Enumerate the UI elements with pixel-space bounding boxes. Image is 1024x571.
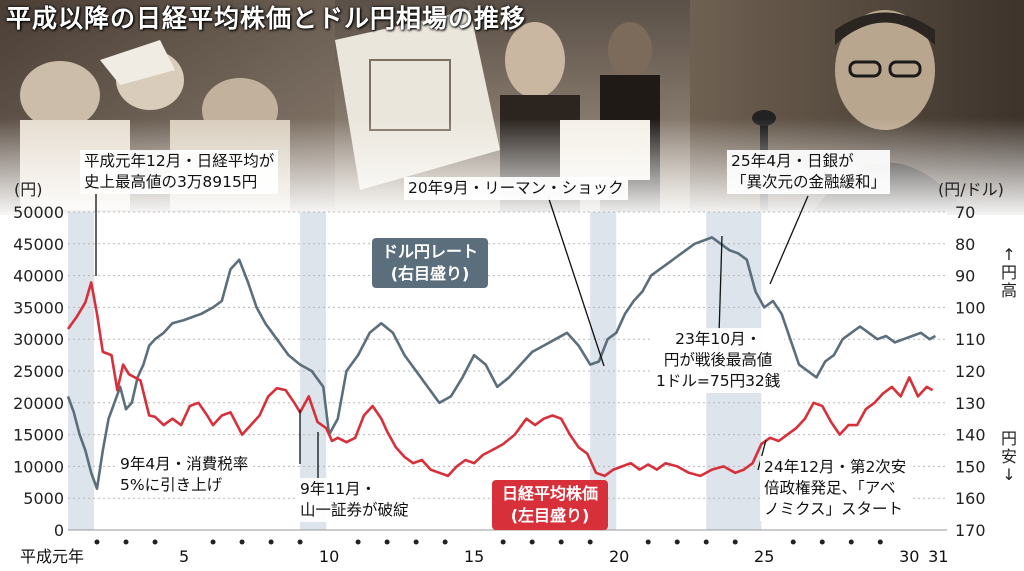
left-tick-label: 35000 (13, 298, 64, 317)
x-minor-tick (587, 539, 593, 545)
x-minor-tick (239, 539, 245, 545)
x-tick-label: 15 (464, 547, 484, 566)
nikkei-series-label: 日経平均株価 (左目盛り) (492, 480, 609, 530)
right-tick-label: 170 (955, 521, 986, 540)
x-minor-tick (500, 539, 506, 545)
annotation-line: 1ドル=75円32銭 (656, 372, 781, 390)
x-minor-tick (94, 539, 100, 545)
usd-jpy-series-label: ドル円レート (右目盛り) (372, 238, 489, 288)
annotation-line: 20年9月・リーマン・ショック (408, 179, 624, 197)
x-minor-tick (674, 539, 680, 545)
annotation-line: 「異次元の金融緩和」 (731, 173, 887, 191)
nikkei-label-axis: (左目盛り) (510, 506, 590, 525)
nikkei-label-name: 日経平均株価 (502, 484, 599, 503)
x-tick-label: 20 (609, 547, 629, 566)
x-minor-tick (529, 539, 535, 545)
right-tick-label: 130 (955, 394, 986, 413)
x-minor-tick (442, 539, 448, 545)
annotation-line: 24年12月・第2次安 (764, 458, 907, 476)
annotation-record-yen: 23年10月・ 円が戦後最高値 1ドル=75円32銭 (652, 328, 785, 393)
right-tick-label: 80 (955, 235, 975, 254)
annotation-line: ノミクス」スタート (764, 500, 904, 518)
x-minor-tick (384, 539, 390, 545)
right-tick-label: 160 (955, 489, 986, 508)
x-minor-tick (152, 539, 158, 545)
annotation-line: 23年10月・ (675, 330, 762, 348)
left-tick-label: 15000 (13, 426, 64, 445)
chart-title: 平成以降の日経平均株価とドル円相場の推移 (6, 4, 527, 33)
right-tick-label: 70 (955, 203, 975, 222)
x-minor-tick (877, 539, 883, 545)
x-minor-tick (848, 539, 854, 545)
annotation-line: 円が戦後最高値 (663, 351, 773, 369)
right-tick-label: 100 (955, 298, 986, 317)
annotation-line: 9年4月・消費税率 (120, 455, 249, 473)
left-tick-label: 50000 (13, 203, 64, 222)
x-minor-tick (703, 539, 709, 545)
x-minor-tick (819, 539, 825, 545)
leader-lehman (547, 195, 605, 367)
shaded-period (68, 212, 95, 530)
annotation-line: 平成元年12月・日経平均が (84, 152, 275, 170)
left-tick-label: 45000 (13, 235, 64, 254)
right-tick-label: 150 (955, 457, 986, 476)
x-minor-tick (790, 539, 796, 545)
x-minor-tick (732, 539, 738, 545)
x-tick-label: 10 (319, 547, 339, 566)
usd-jpy-line (66, 236, 937, 491)
annotation-line: 9年11月・ (300, 480, 377, 498)
annotation-line: 山一証券が破綻 (300, 501, 409, 519)
right-tick-label: 140 (955, 426, 986, 445)
left-tick-label: 0 (54, 521, 64, 540)
x-tick-label: 平成元年 (20, 547, 84, 566)
x-minor-tick (268, 539, 274, 545)
leader-abe (757, 439, 767, 471)
right-axis-unit: (円/ドル) (938, 180, 1004, 199)
x-minor-tick (297, 539, 303, 545)
annotation-line: 25年4月・日銀が (731, 152, 854, 170)
x-tick-label: 31 (928, 547, 948, 566)
x-minor-tick (413, 539, 419, 545)
x-tick-label: 5 (179, 547, 189, 566)
left-tick-label: 30000 (13, 330, 64, 349)
right-tick-label: 110 (955, 330, 986, 349)
left-tick-label: 40000 (13, 267, 64, 286)
usd-jpy-label-name: ドル円レート (382, 242, 479, 261)
right-strong-yen-label: ↑円高 (1000, 245, 1017, 300)
leader-boj (769, 195, 809, 285)
left-axis-unit: (円) (14, 180, 43, 199)
annotation-lehman-shock: 20年9月・リーマン・ショック (404, 177, 628, 200)
x-tick-label: 30 (899, 547, 919, 566)
annotation-boj-easing: 25年4月・日銀が 「異次元の金融緩和」 (727, 150, 891, 194)
x-tick-label: 25 (754, 547, 774, 566)
left-tick-label: 25000 (13, 362, 64, 381)
right-tick-label: 90 (955, 267, 975, 286)
x-minor-tick (558, 539, 564, 545)
annotation-line: 5%に引き上げ (120, 476, 223, 494)
left-tick-label: 5000 (23, 489, 64, 508)
annotation-yamaichi: 9年11月・ 山一証券が破綻 (296, 478, 413, 522)
annotation-abenomics: 24年12月・第2次安 倍政権発足、「アベ ノミクス」スタート (760, 456, 911, 521)
usd-jpy-label-axis: (右目盛り) (390, 264, 470, 283)
left-tick-label: 10000 (13, 457, 64, 476)
right-tick-label: 120 (955, 362, 986, 381)
x-minor-tick (123, 539, 129, 545)
x-minor-tick (355, 539, 361, 545)
annotation-line: 倍政権発足、「アベ (764, 479, 896, 497)
x-minor-tick (210, 539, 216, 545)
annotation-consumption-tax: 9年4月・消費税率 5%に引き上げ (116, 453, 253, 497)
left-tick-label: 20000 (13, 394, 64, 413)
annotation-line: 史上最高値の3万8915円 (84, 173, 258, 191)
nikkei-line (66, 281, 934, 478)
right-weak-yen-label: 円安↓ (1000, 429, 1017, 484)
annotation-nikkei-peak: 平成元年12月・日経平均が 史上最高値の3万8915円 (80, 150, 279, 194)
x-minor-tick (645, 539, 651, 545)
